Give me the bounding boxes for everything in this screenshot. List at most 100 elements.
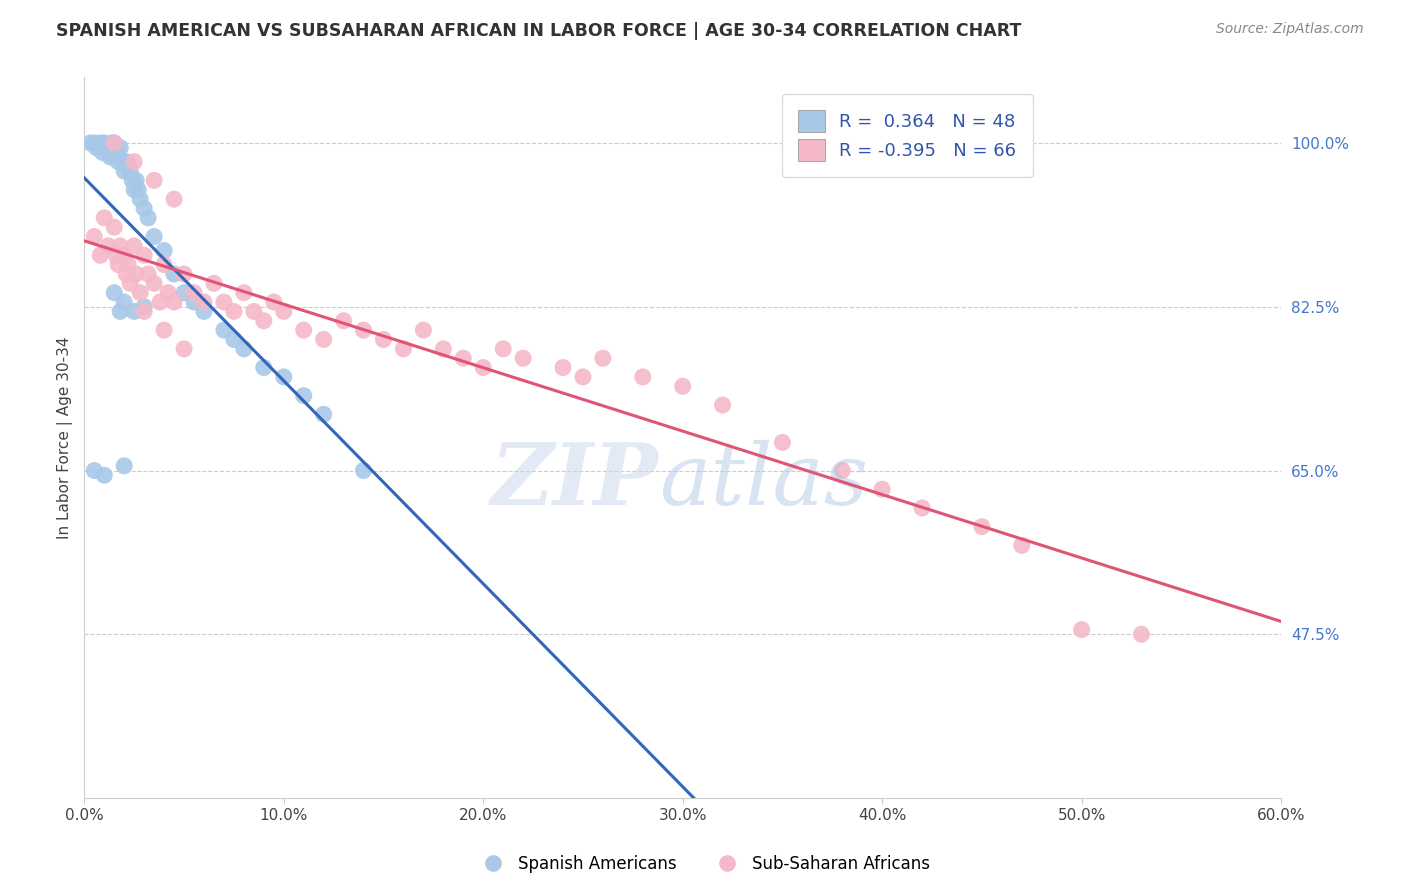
Point bbox=[107, 258, 129, 272]
Point bbox=[93, 211, 115, 225]
Point bbox=[263, 295, 285, 310]
Point bbox=[143, 229, 166, 244]
Point bbox=[134, 304, 156, 318]
Point bbox=[103, 136, 125, 150]
Point bbox=[512, 351, 534, 366]
Point bbox=[96, 141, 118, 155]
Point bbox=[83, 136, 105, 150]
Point bbox=[672, 379, 695, 393]
Point bbox=[193, 304, 215, 318]
Point bbox=[453, 351, 475, 366]
Point bbox=[129, 192, 152, 206]
Point bbox=[105, 248, 128, 262]
Point bbox=[93, 468, 115, 483]
Point bbox=[392, 342, 415, 356]
Point bbox=[101, 136, 124, 150]
Point bbox=[153, 258, 176, 272]
Point bbox=[472, 360, 495, 375]
Point bbox=[153, 244, 176, 258]
Point bbox=[631, 370, 654, 384]
Point bbox=[770, 435, 793, 450]
Point bbox=[253, 314, 276, 328]
Point bbox=[572, 370, 595, 384]
Point bbox=[122, 239, 145, 253]
Point bbox=[143, 173, 166, 187]
Point bbox=[89, 136, 111, 150]
Point bbox=[592, 351, 614, 366]
Point bbox=[273, 304, 295, 318]
Point bbox=[970, 519, 993, 533]
Point bbox=[163, 192, 186, 206]
Point bbox=[121, 173, 143, 187]
Point bbox=[173, 342, 195, 356]
Point bbox=[1070, 623, 1092, 637]
Point bbox=[353, 323, 375, 337]
Point bbox=[492, 342, 515, 356]
Point bbox=[112, 248, 135, 262]
Point bbox=[432, 342, 454, 356]
Point bbox=[412, 323, 434, 337]
Point bbox=[122, 183, 145, 197]
Point bbox=[911, 500, 934, 515]
Point bbox=[111, 154, 134, 169]
Point bbox=[183, 285, 205, 300]
Point bbox=[222, 304, 245, 318]
Point bbox=[108, 141, 131, 155]
Point bbox=[353, 463, 375, 477]
Point bbox=[136, 211, 159, 225]
Point bbox=[79, 136, 101, 150]
Point bbox=[97, 145, 120, 160]
Point bbox=[292, 323, 315, 337]
Point bbox=[202, 277, 225, 291]
Point bbox=[107, 154, 129, 169]
Point bbox=[312, 408, 335, 422]
Point bbox=[193, 295, 215, 310]
Legend: Spanish Americans, Sub-Saharan Africans: Spanish Americans, Sub-Saharan Africans bbox=[470, 848, 936, 880]
Point bbox=[232, 285, 254, 300]
Text: SPANISH AMERICAN VS SUBSAHARAN AFRICAN IN LABOR FORCE | AGE 30-34 CORRELATION CH: SPANISH AMERICAN VS SUBSAHARAN AFRICAN I… bbox=[56, 22, 1022, 40]
Point bbox=[173, 285, 195, 300]
Point bbox=[136, 267, 159, 281]
Point bbox=[98, 150, 121, 164]
Legend: R =  0.364   N = 48, R = -0.395   N = 66: R = 0.364 N = 48, R = -0.395 N = 66 bbox=[782, 94, 1033, 178]
Point bbox=[83, 229, 105, 244]
Point bbox=[103, 220, 125, 235]
Point bbox=[149, 295, 172, 310]
Point bbox=[163, 295, 186, 310]
Text: Source: ZipAtlas.com: Source: ZipAtlas.com bbox=[1216, 22, 1364, 37]
Point bbox=[183, 295, 205, 310]
Point bbox=[115, 267, 138, 281]
Point bbox=[112, 295, 135, 310]
Point bbox=[870, 482, 893, 496]
Point bbox=[112, 458, 135, 473]
Point bbox=[103, 285, 125, 300]
Point bbox=[1130, 627, 1153, 641]
Point bbox=[373, 333, 395, 347]
Point bbox=[1011, 538, 1033, 552]
Point bbox=[122, 154, 145, 169]
Point bbox=[108, 239, 131, 253]
Point bbox=[134, 202, 156, 216]
Y-axis label: In Labor Force | Age 30-34: In Labor Force | Age 30-34 bbox=[58, 336, 73, 539]
Point bbox=[93, 136, 115, 150]
Point bbox=[273, 370, 295, 384]
Point bbox=[83, 463, 105, 477]
Point bbox=[127, 183, 149, 197]
Point bbox=[120, 164, 142, 178]
Point bbox=[163, 267, 186, 281]
Point bbox=[122, 304, 145, 318]
Point bbox=[243, 304, 266, 318]
Point bbox=[125, 173, 148, 187]
Point bbox=[115, 154, 138, 169]
Point bbox=[551, 360, 574, 375]
Point bbox=[103, 136, 125, 150]
Point bbox=[117, 159, 139, 173]
Point bbox=[134, 300, 156, 314]
Point bbox=[129, 285, 152, 300]
Point bbox=[89, 248, 111, 262]
Point bbox=[332, 314, 354, 328]
Text: atlas: atlas bbox=[659, 440, 868, 523]
Point bbox=[91, 145, 114, 160]
Point bbox=[134, 248, 156, 262]
Point bbox=[84, 141, 107, 155]
